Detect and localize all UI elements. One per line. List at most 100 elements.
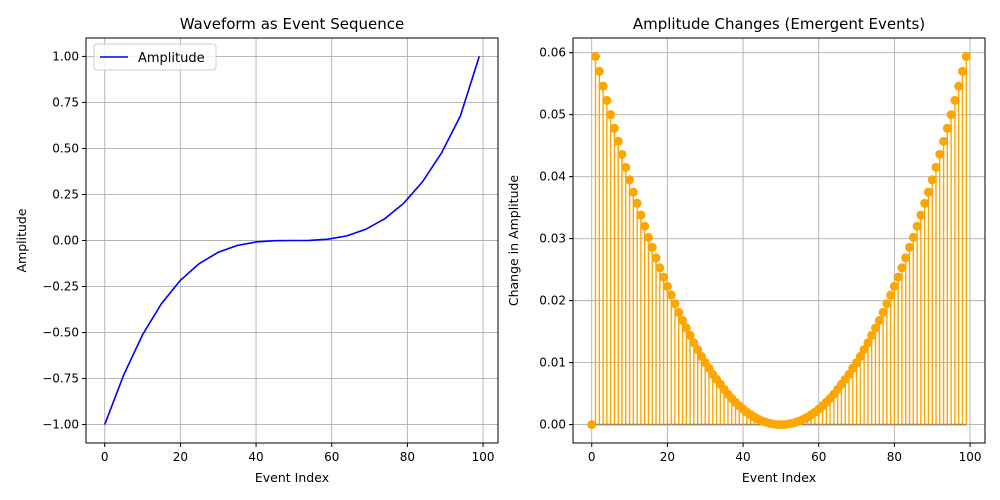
stem-marker [912,221,922,231]
stem-marker [693,345,703,355]
stem-marker [678,315,688,325]
y-tick-label: −0.50 [42,326,79,340]
stem-marker [927,175,937,185]
x-tick-label: 100 [959,450,982,464]
y-tick-label: 0.00 [52,234,79,248]
x-axis-label: Event Index [255,470,329,485]
stem-marker [954,81,964,91]
stem-marker [935,149,945,159]
series-line-amplitude [103,56,481,425]
y-tick-label: 0.02 [539,294,566,308]
stem-marker [689,338,699,348]
x-tick-label: 40 [248,450,263,464]
y-tick-label: 1.00 [52,49,79,63]
stem-marker [957,66,967,76]
stem-marker [636,210,646,220]
stem-marker [640,221,650,231]
stem-marker [606,110,616,120]
y-tick-label: −0.25 [42,280,79,294]
y-tick-label: 0.03 [539,232,566,246]
x-tick-label: 0 [588,450,596,464]
stem-marker [613,136,623,146]
stem-marker [882,299,892,309]
stem-marker [621,162,631,172]
grid-lines [86,38,498,443]
stem-marker [923,187,933,197]
stem-marker [946,110,956,120]
stem-marker [886,290,896,300]
stem-marker [897,263,907,273]
legend-entry-amplitude: Amplitude [138,51,205,66]
y-axis-label: Amplitude [14,208,29,272]
stem-marker [893,272,903,282]
stem-marker [587,420,597,430]
data-layer [587,51,971,430]
stem-marker [681,323,691,333]
stem-marker [942,123,952,133]
chart-title: Waveform as Event Sequence [180,15,404,33]
stem-marker [889,281,899,291]
stem-marker [674,307,684,317]
ticks: 0 20 40 60 80 100 0.00 0.01 0.02 0.03 0.04 0.05 0.06 [539,46,981,464]
y-axis-label: Change in Amplitude [506,175,521,307]
y-tick-label: 0.04 [539,170,566,184]
x-tick-label: 40 [735,450,750,464]
stem-marker [598,81,608,91]
stem-marker [859,345,869,355]
stem-marker [878,307,888,317]
x-tick-label: 80 [400,450,415,464]
y-tick-label: 0.00 [539,418,566,432]
stem-marker [625,175,635,185]
stem-marker [628,187,638,197]
stem-marker [617,149,627,159]
stem-marker [939,136,949,146]
stem-marker [609,123,619,133]
stem-marker [666,290,676,300]
stem-marker [632,198,642,208]
stem-marker [870,323,880,333]
y-tick-label: 0.05 [539,108,566,122]
x-tick-label: 100 [472,450,495,464]
grid-lines [573,38,985,443]
stem-marker [916,210,926,220]
stem-marker [905,242,915,252]
x-tick-label: 0 [101,450,109,464]
stem-marker [867,330,877,340]
ticks: 0 20 40 60 80 100 −1.00 −0.75 −0.50 −0.25 0.00 0.25… [42,49,494,464]
stem-marker [855,351,865,361]
y-tick-label: 0.25 [52,187,79,201]
stem-marker [874,315,884,325]
stem-marker [920,198,930,208]
stem-marker [651,253,661,263]
stem-marker [591,51,601,61]
plot-frame [572,37,986,444]
x-axis-label: Event Index [742,470,816,485]
stem-marker [901,253,911,263]
y-tick-label: 0.01 [539,356,566,370]
x-tick-label: 20 [660,450,675,464]
stem-marker [662,281,672,291]
stem-marker [950,95,960,105]
stem-marker [961,51,971,61]
stem-marker [863,338,873,348]
y-tick-label: 0.06 [539,46,566,60]
stem-marker [647,242,657,252]
legend: Amplitude [93,43,217,71]
amplitude-changes-chart: 0 20 40 60 80 100 0.00 0.01 0.02 0.03 0.04 0.05 0.06… [506,15,986,485]
stem-marker [908,232,918,242]
stem-marker [602,95,612,105]
stem-marker [594,66,604,76]
x-tick-label: 20 [173,450,188,464]
legend-box [93,43,217,71]
y-tick-label: 0.50 [52,141,79,155]
y-tick-label: −1.00 [42,418,79,432]
y-tick-label: 0.75 [52,95,79,109]
x-tick-label: 60 [324,450,339,464]
stem-marker [655,263,665,273]
chart-title: Amplitude Changes (Emergent Events) [633,15,925,33]
data-layer [103,56,481,425]
x-tick-label: 80 [887,450,902,464]
stem-marker [643,232,653,242]
y-tick-label: −0.75 [42,372,79,386]
